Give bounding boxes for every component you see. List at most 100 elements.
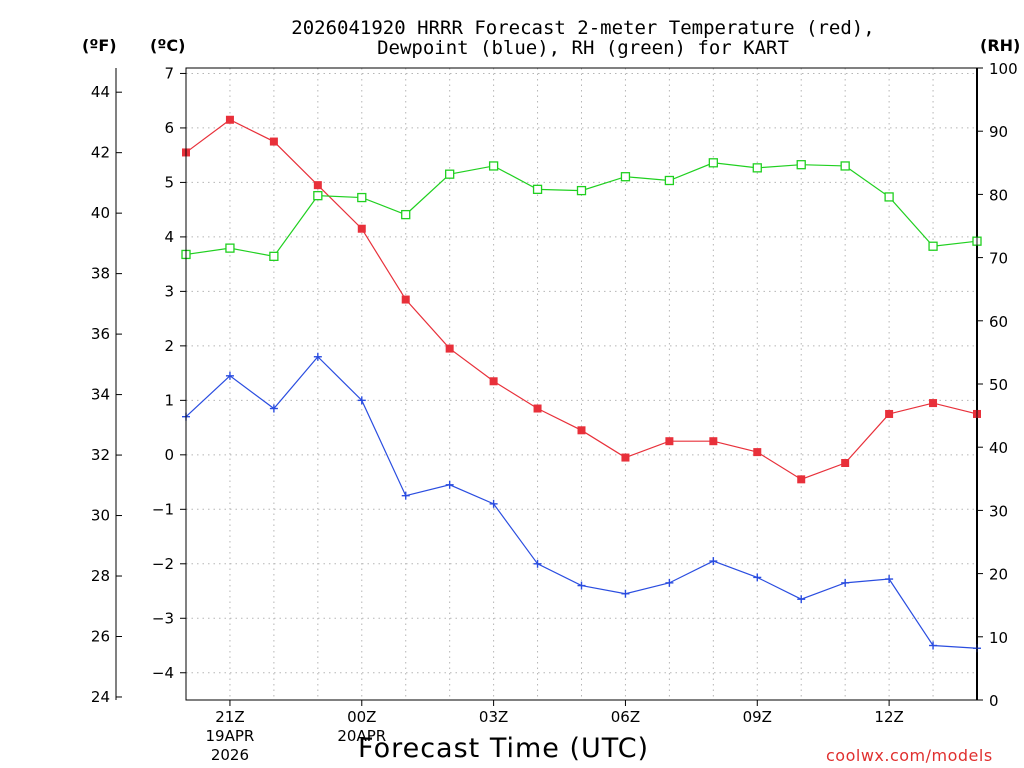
temperature-point (709, 437, 718, 446)
chart-title-line-1: 2026041920 HRRR Forecast 2-meter Tempera… (291, 17, 875, 39)
plot-frame (185, 67, 978, 701)
dewpoint-point (709, 557, 718, 566)
celsius-tick-label: 5 (164, 173, 174, 191)
x-tick-label: 12Z (874, 708, 903, 726)
celsius-unit-label: (ºC) (150, 36, 186, 55)
x-tick-label: 09Z (743, 708, 772, 726)
rh-tick-label: 100 (989, 60, 1018, 78)
celsius-tick-label: −2 (152, 555, 174, 573)
dewpoint-point (357, 396, 366, 405)
fahrenheit-tick-label: 40 (91, 204, 110, 222)
dewpoint-point (533, 559, 542, 568)
rh-tick-label: 50 (989, 376, 1008, 394)
rh-tick-label: 20 (989, 566, 1008, 584)
temperature-point (401, 295, 410, 304)
temperature-point (313, 181, 322, 190)
fahrenheit-tick-label: 38 (91, 265, 110, 283)
rh-point (664, 175, 675, 186)
fahrenheit-tick-label: 34 (91, 386, 110, 404)
rh-point (488, 161, 499, 171)
fahrenheit-tick-label: 36 (91, 325, 110, 343)
celsius-tick-label: −3 (152, 609, 174, 627)
rh-point (708, 158, 718, 168)
rh-point (620, 172, 631, 182)
dewpoint-point (445, 480, 454, 489)
temperature-point (753, 448, 762, 457)
rh-point (752, 163, 762, 173)
celsius-tick-label: 1 (164, 391, 174, 409)
celsius-tick-label: 0 (164, 446, 174, 464)
series (181, 115, 982, 653)
rh-tick-label: 40 (989, 439, 1008, 457)
dewpoint-point (841, 578, 850, 587)
fahrenheit-tick-label: 42 (91, 144, 110, 162)
fahrenheit-tick-label: 26 (91, 627, 110, 645)
rh-point (269, 251, 279, 261)
rh-point (225, 243, 235, 253)
x-tick-label: 03Z (479, 708, 508, 726)
x-tick-date: 20APR (337, 727, 386, 745)
fahrenheit-unit-label: (ºF) (82, 36, 117, 55)
dewpoint-point (577, 581, 586, 590)
fahrenheit-tick-label: 30 (91, 507, 110, 525)
temperature-point (445, 344, 454, 353)
celsius-tick-label: 6 (164, 119, 174, 137)
celsius-tick-label: 7 (164, 64, 174, 82)
celsius-tick-label: −1 (152, 500, 174, 518)
dewpoint-point (401, 491, 410, 500)
temperature-point (533, 404, 542, 413)
temperature-point (797, 475, 806, 484)
celsius-tick-label: 4 (164, 228, 174, 246)
temperature-point (841, 459, 850, 467)
temperature-point (885, 409, 894, 418)
rh-point (840, 161, 850, 171)
dewpoint-point (797, 595, 806, 604)
dewpoint-point (753, 573, 762, 582)
rh-point (532, 184, 543, 194)
celsius-tick-label: 2 (164, 337, 174, 355)
dewpoint-point (885, 575, 894, 584)
x-tick-date: 19APR (206, 727, 255, 745)
temperature-point (929, 399, 938, 408)
temperature-point (621, 453, 630, 462)
x-tick-label: 06Z (611, 708, 640, 726)
dewpoint-point (929, 641, 938, 650)
x-axis-label: Forecast Time (UTC) (358, 733, 650, 764)
rh-tick-label: 70 (989, 250, 1008, 268)
dewpoint-point (313, 352, 322, 361)
fahrenheit-tick-label: 32 (91, 446, 110, 464)
temperature-point (225, 115, 234, 124)
fahrenheit-tick-label: 44 (91, 83, 110, 101)
rh-point (445, 169, 455, 179)
grid (186, 68, 977, 700)
rh-point (576, 185, 587, 196)
dewpoint-point (225, 371, 234, 380)
fahrenheit-tick-label: 24 (91, 688, 110, 706)
rh-tick-label: 80 (989, 186, 1008, 204)
x-tick-label: 00Z (347, 708, 376, 726)
temperature-point (665, 437, 674, 446)
rh-point (401, 209, 411, 220)
rh-tick-label: 10 (989, 629, 1008, 647)
rh-tick-label: 90 (989, 123, 1008, 141)
rh-point (357, 192, 367, 203)
dewpoint-point (269, 404, 278, 413)
rh-point (313, 191, 323, 201)
rh-point (796, 160, 806, 170)
dewpoint-point (665, 578, 674, 587)
dewpoint-point (489, 499, 498, 508)
credit-text: coolwx.com/models (826, 746, 993, 765)
rh-unit-label: (RH) (980, 36, 1021, 55)
x-tick-year: 2026 (211, 746, 249, 764)
rh-tick-label: 30 (989, 502, 1008, 520)
chart-title-line-2: Dewpoint (blue), RH (green) for KART (377, 37, 789, 59)
rh-line (185, 162, 978, 257)
temperature-point (489, 377, 498, 386)
celsius-tick-label: 3 (164, 282, 174, 300)
temperature-point (269, 137, 278, 146)
temperature-point (577, 426, 586, 435)
fahrenheit-tick-label: 28 (91, 567, 110, 585)
rh-tick-label: 0 (989, 692, 999, 710)
